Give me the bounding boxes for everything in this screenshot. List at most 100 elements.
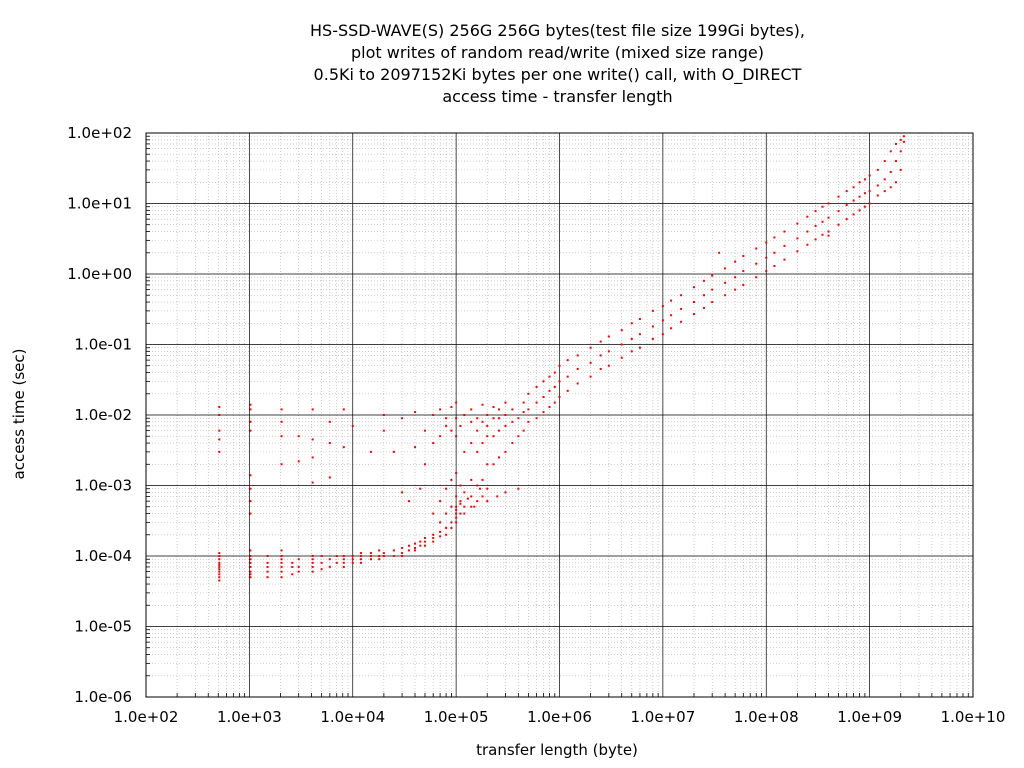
data-point xyxy=(902,140,905,143)
y-tick-label: 1.0e-02 xyxy=(74,406,132,424)
data-point xyxy=(320,555,323,557)
data-point xyxy=(249,474,252,477)
data-point xyxy=(651,337,654,340)
data-point xyxy=(455,508,458,511)
y-tick-label: 1.0e-01 xyxy=(74,336,132,354)
data-point xyxy=(589,361,592,364)
x-tick-label: 1.0e+02 xyxy=(114,708,179,726)
y-tick-label: 1.0e-03 xyxy=(74,477,132,495)
data-point xyxy=(445,417,448,420)
data-point xyxy=(359,558,362,561)
data-point xyxy=(814,238,817,241)
x-tick-label: 1.0e+08 xyxy=(734,708,799,726)
data-point xyxy=(249,420,252,423)
data-point xyxy=(455,512,458,515)
data-point xyxy=(783,230,786,233)
data-point xyxy=(424,544,427,547)
data-point xyxy=(476,417,479,420)
data-point xyxy=(837,223,840,226)
data-point xyxy=(476,429,479,432)
data-point xyxy=(424,540,427,543)
data-point xyxy=(852,186,855,189)
data-point xyxy=(351,558,354,561)
data-point xyxy=(470,495,473,498)
data-point xyxy=(413,411,416,414)
data-point xyxy=(558,364,561,367)
data-point xyxy=(382,414,385,416)
data-point xyxy=(883,160,886,163)
data-point xyxy=(439,408,442,411)
data-point xyxy=(724,294,727,297)
data-point xyxy=(589,346,592,349)
data-point xyxy=(463,512,466,515)
data-point xyxy=(342,446,345,449)
data-point xyxy=(218,570,221,573)
data-point xyxy=(883,190,886,193)
data-point xyxy=(765,241,768,244)
data-point xyxy=(883,178,886,181)
data-point xyxy=(401,417,404,420)
chart-title-line-2: plot writes of random read/write (mixed … xyxy=(351,43,764,62)
data-point xyxy=(558,396,561,399)
x-tick-label: 1.0e+10 xyxy=(941,708,1006,726)
data-point xyxy=(902,135,905,138)
data-point xyxy=(703,306,706,309)
data-point xyxy=(369,555,372,557)
data-point xyxy=(711,301,714,304)
data-point xyxy=(311,555,314,557)
data-point xyxy=(576,354,579,357)
data-point xyxy=(889,186,892,189)
data-point xyxy=(492,435,495,438)
data-point xyxy=(266,570,269,573)
y-tick-label: 1.0e-04 xyxy=(74,547,132,565)
data-point xyxy=(527,420,530,423)
data-point xyxy=(481,442,484,445)
data-point xyxy=(899,138,902,141)
data-point xyxy=(863,205,866,208)
data-point xyxy=(481,495,484,498)
data-point xyxy=(486,435,489,438)
chart-title-line-3: 0.5Ki to 2097152Ki bytes per one write()… xyxy=(313,65,802,84)
data-point xyxy=(734,276,737,279)
data-point xyxy=(297,435,300,438)
data-point xyxy=(638,346,641,349)
data-point xyxy=(463,414,466,416)
data-point xyxy=(630,337,633,340)
data-point xyxy=(806,230,809,233)
data-point xyxy=(481,478,484,481)
data-point xyxy=(218,561,221,564)
data-point xyxy=(504,424,507,427)
data-point xyxy=(424,537,427,540)
data-point xyxy=(342,565,345,568)
data-point xyxy=(481,420,484,423)
data-point xyxy=(218,568,221,571)
x-tick-label: 1.0e+05 xyxy=(424,708,489,726)
data-point xyxy=(249,429,252,432)
data-point xyxy=(280,408,283,411)
y-tick-label: 1.0e-06 xyxy=(74,688,132,706)
data-point xyxy=(401,552,404,555)
data-point xyxy=(498,417,501,420)
data-point xyxy=(522,411,525,414)
data-point xyxy=(470,505,473,508)
data-point xyxy=(311,561,314,564)
data-point xyxy=(498,456,501,459)
data-point xyxy=(328,565,331,568)
data-point xyxy=(249,487,252,490)
data-point xyxy=(280,555,283,557)
data-point xyxy=(359,552,362,555)
data-point xyxy=(765,256,768,259)
data-point xyxy=(845,204,848,207)
data-point xyxy=(899,150,902,153)
data-point xyxy=(424,463,427,466)
data-point xyxy=(837,210,840,213)
data-point xyxy=(607,364,610,367)
data-point xyxy=(291,565,294,568)
data-point xyxy=(517,417,520,420)
data-point xyxy=(378,558,381,561)
data-point xyxy=(280,565,283,568)
data-point xyxy=(876,168,879,171)
data-point xyxy=(382,429,385,432)
x-tick-label: 1.0e+07 xyxy=(631,708,696,726)
data-point xyxy=(450,429,453,432)
